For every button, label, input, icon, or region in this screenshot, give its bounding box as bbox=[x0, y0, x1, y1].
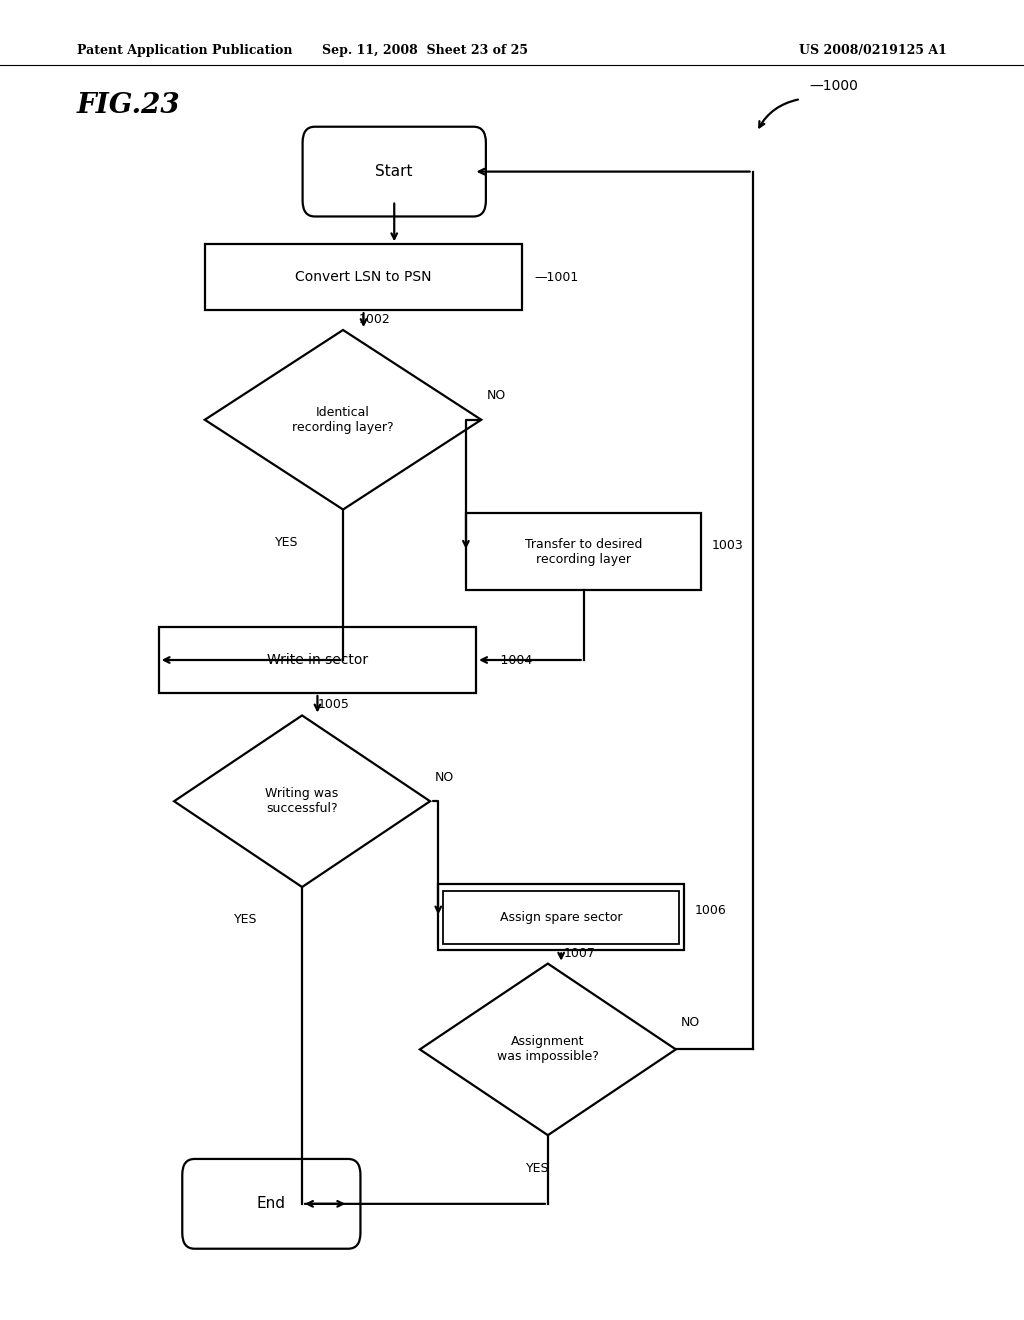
Text: NO: NO bbox=[681, 1016, 700, 1030]
Text: 1002: 1002 bbox=[358, 313, 390, 326]
Text: Patent Application Publication: Patent Application Publication bbox=[77, 44, 292, 57]
Text: Convert LSN to PSN: Convert LSN to PSN bbox=[295, 271, 432, 284]
Bar bbox=[438, 884, 684, 950]
Text: YES: YES bbox=[234, 913, 257, 927]
Text: Transfer to desired
recording layer: Transfer to desired recording layer bbox=[525, 537, 642, 566]
Text: Assignment
was impossible?: Assignment was impossible? bbox=[497, 1035, 599, 1064]
Text: 1003: 1003 bbox=[712, 539, 743, 552]
Bar bbox=[205, 244, 522, 310]
Text: US 2008/0219125 A1: US 2008/0219125 A1 bbox=[800, 44, 947, 57]
Text: FIG.23: FIG.23 bbox=[77, 92, 180, 119]
Polygon shape bbox=[420, 964, 676, 1135]
Text: NO: NO bbox=[435, 771, 455, 784]
Text: Identical
recording layer?: Identical recording layer? bbox=[292, 405, 394, 434]
Text: —1000: —1000 bbox=[809, 79, 858, 92]
Bar bbox=[443, 891, 679, 944]
Text: —1004: —1004 bbox=[488, 653, 532, 667]
Polygon shape bbox=[205, 330, 481, 510]
Text: 1005: 1005 bbox=[317, 698, 349, 711]
Text: Sep. 11, 2008  Sheet 23 of 25: Sep. 11, 2008 Sheet 23 of 25 bbox=[322, 44, 528, 57]
Polygon shape bbox=[174, 715, 430, 887]
Text: End: End bbox=[257, 1196, 286, 1212]
Text: NO: NO bbox=[486, 389, 506, 403]
Text: YES: YES bbox=[526, 1162, 549, 1175]
Bar bbox=[466, 513, 701, 590]
Bar bbox=[159, 627, 476, 693]
Text: 1007: 1007 bbox=[563, 946, 595, 960]
Text: 1006: 1006 bbox=[694, 904, 726, 917]
Text: —1001: —1001 bbox=[535, 271, 579, 284]
FancyBboxPatch shape bbox=[303, 127, 485, 216]
Text: YES: YES bbox=[275, 536, 298, 549]
Text: Assign spare sector: Assign spare sector bbox=[500, 911, 623, 924]
Text: Write in sector: Write in sector bbox=[267, 653, 368, 667]
Text: Writing was
successful?: Writing was successful? bbox=[265, 787, 339, 816]
FancyBboxPatch shape bbox=[182, 1159, 360, 1249]
Text: Start: Start bbox=[376, 164, 413, 180]
